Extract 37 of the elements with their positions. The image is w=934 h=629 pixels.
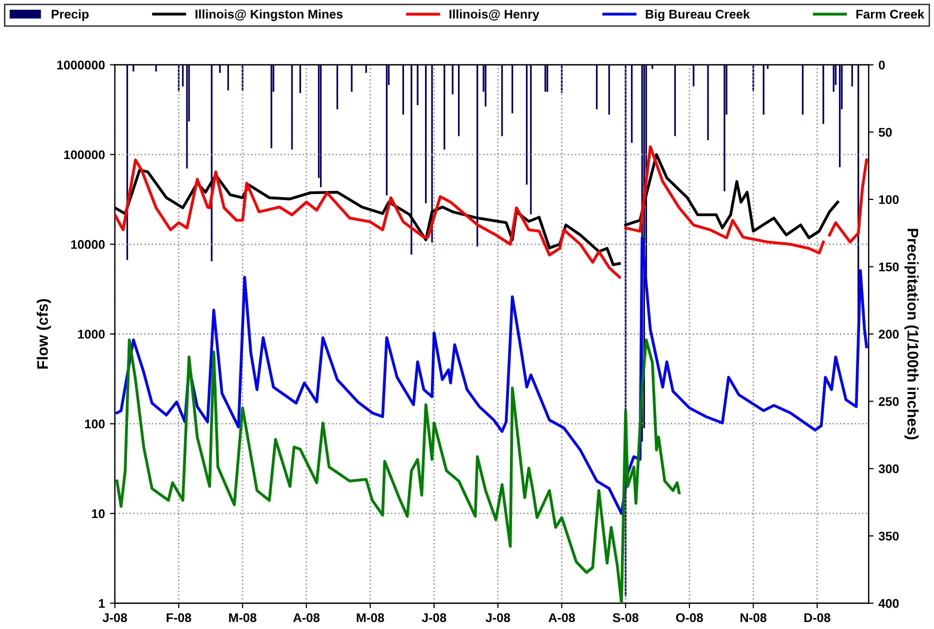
y2-tick-label: 150: [879, 262, 899, 272]
y-tick-label: 10000: [71, 240, 105, 249]
legend-label: Illinois@ Kingston Mines: [196, 9, 343, 22]
x-tick-label: A-08: [548, 613, 575, 622]
y2-tick-label: 100: [879, 195, 899, 204]
legend-label: Illinois@ Henry: [450, 9, 540, 22]
legend-label: Farm Creek: [856, 9, 924, 19]
line-series: [116, 236, 868, 515]
y-tick-label: 1: [98, 599, 105, 608]
x-tick-label: A-08: [293, 613, 320, 622]
x-tick-label: J-08: [486, 613, 510, 622]
y-tick-label: 1000000: [57, 60, 105, 70]
y2-tick-label: 250: [878, 397, 899, 406]
x-tick-label: J-08: [422, 613, 446, 622]
y2-tick-label: 350: [878, 532, 899, 541]
y-tick-label: 100: [85, 420, 105, 428]
x-tick-label: M-08: [229, 613, 256, 622]
x-tick-label: J-08: [102, 613, 128, 622]
x-tick-label: F-08: [166, 613, 192, 622]
x-tick-label: O-08: [676, 613, 703, 622]
x-tick-label: S-08: [612, 613, 638, 622]
y-tick-label: 10: [92, 509, 105, 518]
x-tick-label: D-08: [804, 613, 830, 622]
x-tick-label: M-08: [356, 613, 384, 622]
x-tick-label: N-08: [740, 613, 766, 622]
y2-tick-label: 400: [878, 599, 899, 608]
y2-tick-label: 300: [878, 464, 899, 474]
y-axis-title: Flow (cfs): [36, 299, 51, 369]
y2-axis-title: Precipitation (1/100th inches): [904, 228, 919, 440]
legend-label: Precip: [52, 9, 89, 22]
y-tick-label: 100000: [64, 150, 105, 160]
y2-tick-label: 200: [878, 330, 899, 339]
legend-label: Big Bureau Creek: [646, 9, 750, 22]
y-tick-label: 1000: [78, 330, 105, 339]
y2-tick-label: 0: [878, 60, 885, 70]
y2-tick-label: 50: [878, 128, 892, 137]
line-series: [116, 338, 681, 604]
